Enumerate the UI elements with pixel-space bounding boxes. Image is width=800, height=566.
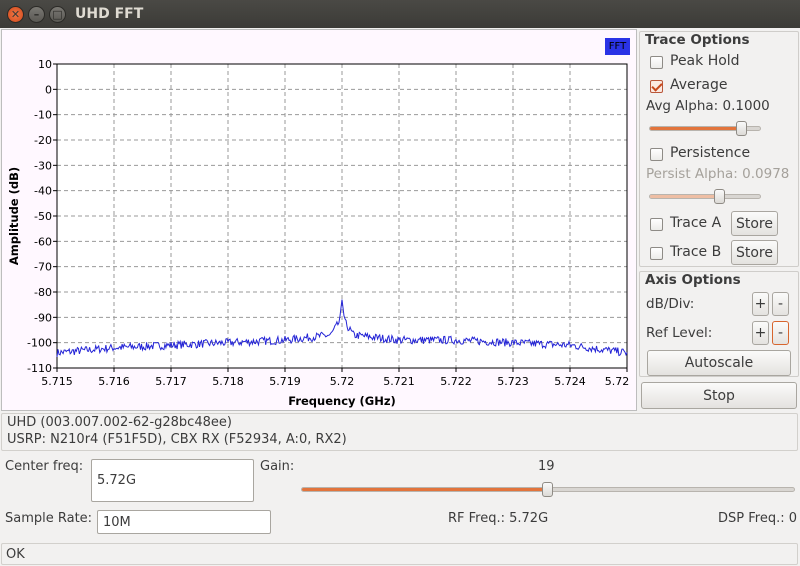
- usrp-info-text: USRP: N210r4 (F51F5D), CBX RX (F52934, A…: [7, 432, 347, 447]
- y-tick-label: -70: [34, 261, 52, 274]
- center-freq-input[interactable]: 5.72G: [91, 459, 254, 502]
- x-tick-label: 5.723: [497, 375, 529, 388]
- trace-a-checkbox[interactable]: [650, 218, 663, 231]
- y-tick-label: -40: [34, 185, 52, 198]
- x-tick-label: 5.718: [212, 375, 244, 388]
- gain-slider[interactable]: [301, 482, 795, 497]
- peak-hold-checkbox[interactable]: [650, 56, 663, 69]
- x-tick-label: 5.717: [155, 375, 187, 388]
- dsp-freq-text: DSP Freq.: 0: [718, 511, 797, 526]
- average-checkbox[interactable]: [650, 80, 663, 93]
- x-tick-label: 5.724: [554, 375, 586, 388]
- y-tick-label: -60: [34, 235, 52, 248]
- avg-alpha-slider[interactable]: [649, 121, 761, 136]
- y-tick-label: -50: [34, 210, 52, 223]
- x-tick-label: 5.72: [605, 375, 630, 388]
- ref-level-increase-button[interactable]: +: [752, 321, 769, 345]
- x-axis-label: Frequency (GHz): [288, 394, 396, 408]
- gain-slider-fill: [302, 488, 548, 491]
- maximize-window-button[interactable]: □: [49, 6, 66, 23]
- x-tick-label: 5.722: [440, 375, 472, 388]
- avg-alpha-slider-handle[interactable]: [736, 121, 747, 136]
- gain-label: Gain:: [260, 459, 295, 474]
- fft-plot-canvas[interactable]: 100-10-20-30-40-50-60-70-80-90-100-1105.…: [2, 30, 638, 412]
- x-tick-label: 5.716: [98, 375, 130, 388]
- y-tick-label: -10: [34, 109, 52, 122]
- stop-button[interactable]: Stop: [641, 382, 797, 409]
- autoscale-button[interactable]: Autoscale: [647, 350, 791, 376]
- trace-b-checkbox[interactable]: [650, 247, 663, 260]
- fft-trace-line: [56, 299, 628, 357]
- db-div-label: dB/Div:: [646, 296, 695, 312]
- avg-alpha-slider-fill: [650, 127, 741, 130]
- y-tick-label: -80: [34, 286, 52, 299]
- y-tick-label: -30: [34, 159, 52, 172]
- close-window-button[interactable]: ✕: [7, 6, 24, 23]
- x-tick-label: 5.721: [383, 375, 415, 388]
- title-bar: ✕ – □ UHD FFT: [0, 0, 800, 28]
- db-div-increase-button[interactable]: +: [752, 292, 769, 316]
- plot-axes-frame: [56, 63, 628, 369]
- ref-level-label: Ref Level:: [646, 325, 713, 341]
- trace-options-title: Trace Options: [645, 32, 750, 48]
- fft-plot[interactable]: 10 0 -10 -20 -30 -40 -50 -60 -70 -80 -90 -100 -110 5.…: [1, 29, 637, 411]
- trace-options-group: Trace Options Peak Hold Average Avg Alph…: [639, 31, 799, 267]
- sample-rate-input[interactable]: 10M: [97, 510, 271, 534]
- uhd-version-text: UHD (003.007.002-62-g28bc48ee): [7, 415, 232, 430]
- axis-options-group: Axis Options dB/Div: + - Ref Level: + - …: [639, 271, 799, 377]
- y-tick-label: -20: [34, 134, 52, 147]
- x-tick-label: 5.719: [269, 375, 301, 388]
- sample-rate-label: Sample Rate:: [5, 511, 93, 526]
- db-div-decrease-button[interactable]: -: [772, 292, 789, 316]
- status-bar: OK: [1, 543, 798, 565]
- side-panel: Trace Options Peak Hold Average Avg Alph…: [639, 29, 799, 411]
- persistence-label: Persistence: [670, 145, 751, 161]
- minimize-window-button[interactable]: –: [28, 6, 45, 23]
- gain-value: 19: [538, 459, 555, 474]
- trace-b-store-button[interactable]: Store: [731, 240, 778, 265]
- average-label: Average: [670, 77, 728, 93]
- y-tick-label: -90: [34, 311, 52, 324]
- peak-hold-label: Peak Hold: [670, 53, 740, 69]
- trace-a-store-button[interactable]: Store: [731, 211, 778, 236]
- device-info-box: UHD (003.007.002-62-g28bc48ee) USRP: N21…: [1, 413, 798, 451]
- x-tick-label: 5.72: [330, 375, 355, 388]
- trace-a-label: Trace A: [670, 215, 722, 231]
- persist-alpha-label: Persist Alpha: 0.0978: [646, 166, 790, 182]
- window-title: UHD FFT: [75, 6, 144, 22]
- rf-freq-text: RF Freq.: 5.72G: [448, 511, 549, 526]
- y-tick-label: 0: [45, 83, 52, 96]
- fft-legend-badge: FFT: [605, 38, 630, 55]
- y-axis-label: Amplitude (dB): [7, 167, 21, 265]
- trace-b-label: Trace B: [670, 244, 722, 260]
- y-tick-label: -110: [27, 362, 52, 375]
- axis-options-title: Axis Options: [645, 272, 741, 288]
- x-tick-label: 5.715: [41, 375, 73, 388]
- avg-alpha-label: Avg Alpha: 0.1000: [646, 98, 770, 114]
- gain-slider-handle[interactable]: [542, 482, 553, 497]
- y-tick-label: 10: [38, 58, 52, 71]
- ref-level-decrease-button[interactable]: -: [772, 321, 789, 345]
- persist-alpha-slider[interactable]: [649, 189, 761, 204]
- persist-alpha-slider-handle[interactable]: [714, 189, 725, 204]
- y-tick-label: -100: [27, 337, 52, 350]
- persistence-checkbox[interactable]: [650, 148, 663, 161]
- persist-alpha-slider-fill: [650, 195, 720, 198]
- center-freq-label: Center freq:: [5, 459, 84, 474]
